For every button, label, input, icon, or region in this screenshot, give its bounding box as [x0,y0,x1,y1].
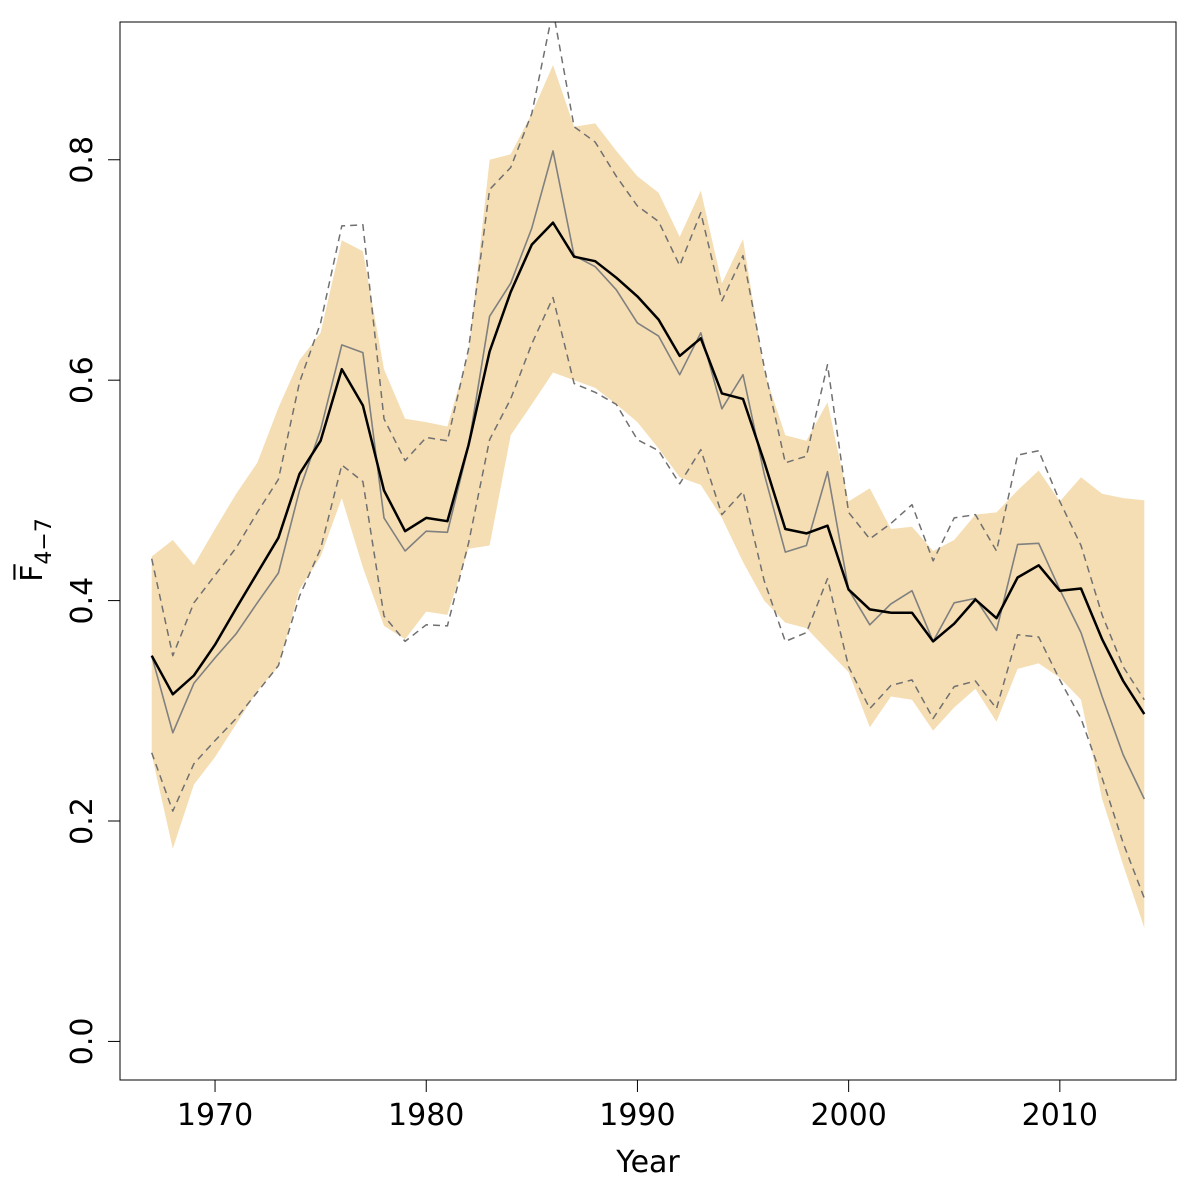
plot-content [150,22,1146,928]
y-tick-label: 0.8 [65,136,100,184]
axes: 1970 1980 1990 2000 2010 0.0 0.2 0.4 0.6 0.8 [65,136,1098,1133]
series-lower-dashed-line [150,296,1146,899]
confidence-band [151,65,1145,928]
y-axis-title-main: F̅ [13,564,50,582]
y-axis-title: F̅4−7 [13,518,57,582]
y-tick-label: 0.2 [65,797,100,845]
y-tick-label: 0.6 [65,356,100,404]
y-tick-label: 0.0 [65,1018,100,1066]
x-axis-title: Year [615,1145,680,1180]
x-tick-label: 1990 [599,1098,675,1133]
x-tick-label: 1980 [388,1098,464,1133]
y-tick-label: 0.4 [65,577,100,625]
x-tick-label: 2010 [1022,1098,1098,1133]
series-upper-dashed-line [150,22,1145,701]
x-tick-label: 1970 [177,1098,253,1133]
x-tick-label: 2000 [810,1098,886,1133]
plot-area [150,22,1146,928]
series-main-line [150,221,1146,715]
y-axis-title-subscript: 4−7 [32,518,57,564]
